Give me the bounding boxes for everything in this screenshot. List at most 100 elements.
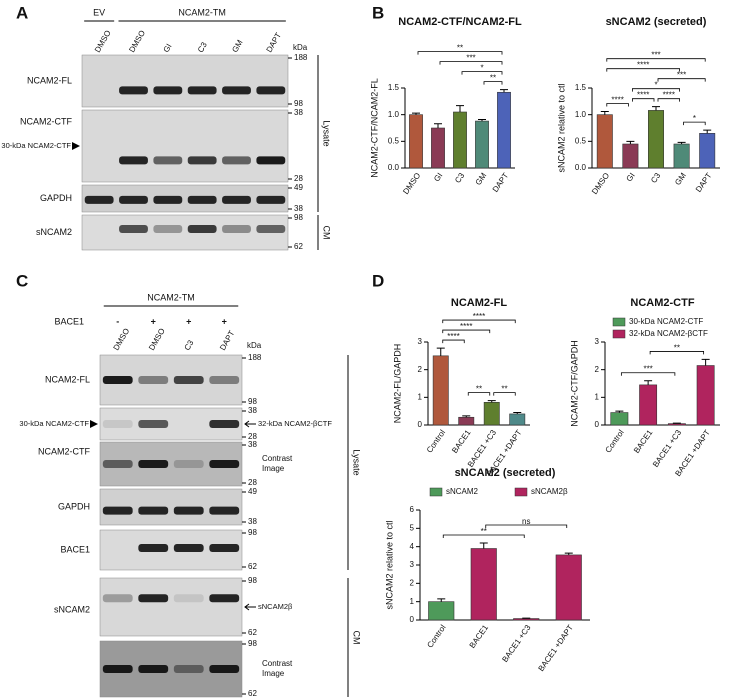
bar (639, 384, 658, 426)
significance-label: **** (473, 312, 485, 321)
bar (673, 143, 690, 169)
significance-bracket (683, 121, 706, 126)
blot-strip (81, 184, 289, 213)
strip-note: Contrast (262, 454, 293, 463)
side-label: CM (352, 631, 362, 645)
significance-bracket (606, 103, 629, 107)
marker-label: 98 (248, 576, 257, 585)
blot-band (138, 420, 169, 428)
y-tick-label: 2 (595, 365, 600, 374)
treatment-state: + (222, 316, 227, 326)
significance-label: *** (643, 365, 652, 374)
significance-bracket (657, 98, 680, 102)
chart-title: NCAM2-FL (451, 297, 507, 309)
marker-label: 28 (248, 432, 257, 441)
bar (596, 114, 613, 169)
blot-band (209, 594, 240, 603)
blot-band (102, 594, 133, 603)
panel-label: B (372, 3, 384, 22)
significance-label: ** (481, 527, 487, 536)
error-bar (644, 380, 653, 385)
significance-label: * (480, 64, 483, 73)
x-tick-label: Control (604, 428, 626, 454)
blot-band (256, 225, 286, 233)
x-tick-label: Control (425, 428, 447, 454)
significance-bracket (649, 351, 705, 355)
x-tick-label: GI (625, 171, 637, 183)
blot-band (222, 156, 251, 165)
marker-label: 188 (294, 53, 308, 62)
blot-strip (81, 214, 289, 251)
blot-band (222, 86, 251, 95)
strip-label: NCAM2-CTF (20, 116, 72, 126)
significance-label: ** (674, 343, 680, 352)
bar (470, 548, 497, 621)
marker-label: 28 (248, 478, 257, 487)
significance-label: ** (490, 74, 496, 83)
x-tick-label: C3 (649, 171, 663, 185)
marker-label: 49 (294, 183, 303, 192)
marker-label: 38 (248, 406, 257, 415)
x-tick-label: BACE1 (450, 428, 473, 455)
lane-label: DAPT (265, 31, 284, 54)
marker-label: 28 (294, 174, 303, 183)
significance-bracket (442, 534, 525, 538)
y-tick-label: 0 (595, 420, 600, 429)
significance-bracket (461, 71, 503, 75)
y-tick-label: 3 (418, 337, 423, 346)
blot-band (209, 420, 240, 428)
significance-label: ** (501, 385, 507, 394)
y-axis-label: NCAM2-CTF/NCAM2-FL (369, 78, 379, 178)
significance-bracket (467, 392, 491, 396)
y-tick-label: 4 (410, 542, 415, 551)
blot-band (173, 376, 204, 384)
significance-label: *** (677, 71, 686, 80)
significance-bracket (657, 78, 706, 82)
legend-swatch (612, 329, 626, 339)
blot-band (222, 195, 251, 204)
bar (483, 402, 500, 426)
bar (696, 365, 715, 426)
error-bar (513, 412, 522, 414)
y-tick-label: 0 (418, 420, 423, 429)
error-bar (703, 129, 712, 134)
lane-label: C3 (183, 338, 196, 352)
bar (497, 91, 511, 169)
bar (513, 618, 540, 621)
lane-label: DMSO (112, 327, 132, 352)
error-bar (436, 347, 445, 356)
lane-label: DMSO (93, 29, 113, 54)
legend-swatch (612, 317, 626, 327)
strip-label: BACE1 (60, 544, 90, 554)
marker-label: 38 (294, 108, 303, 117)
marker-label: 98 (248, 528, 257, 537)
error-bar (600, 110, 609, 115)
error-bar (478, 118, 486, 122)
significance-bracket (606, 68, 680, 72)
bar (458, 416, 475, 426)
error-bar (677, 141, 686, 144)
blot-band (187, 156, 217, 165)
marker-label: 188 (248, 353, 262, 362)
bar (409, 114, 423, 169)
error-bar (652, 106, 660, 111)
blot-band (84, 195, 114, 204)
treatment-state: - (116, 316, 119, 326)
y-tick-label: 2 (418, 365, 423, 374)
blot-band (153, 195, 183, 204)
blot-band (209, 665, 240, 673)
error-bar (437, 598, 446, 602)
blot-band (138, 544, 169, 552)
blot-band (209, 544, 240, 552)
bar (610, 412, 629, 426)
marker-label: 62 (248, 689, 257, 698)
lane-label: GM (230, 38, 244, 54)
blot-band (173, 460, 204, 468)
y-tick-label: 0 (410, 615, 415, 624)
significance-bracket (442, 319, 516, 324)
significance-bracket (417, 51, 503, 55)
significance-label: **** (447, 332, 459, 341)
error-bar (500, 89, 508, 93)
error-bar (701, 358, 710, 366)
significance-bracket (632, 98, 655, 102)
